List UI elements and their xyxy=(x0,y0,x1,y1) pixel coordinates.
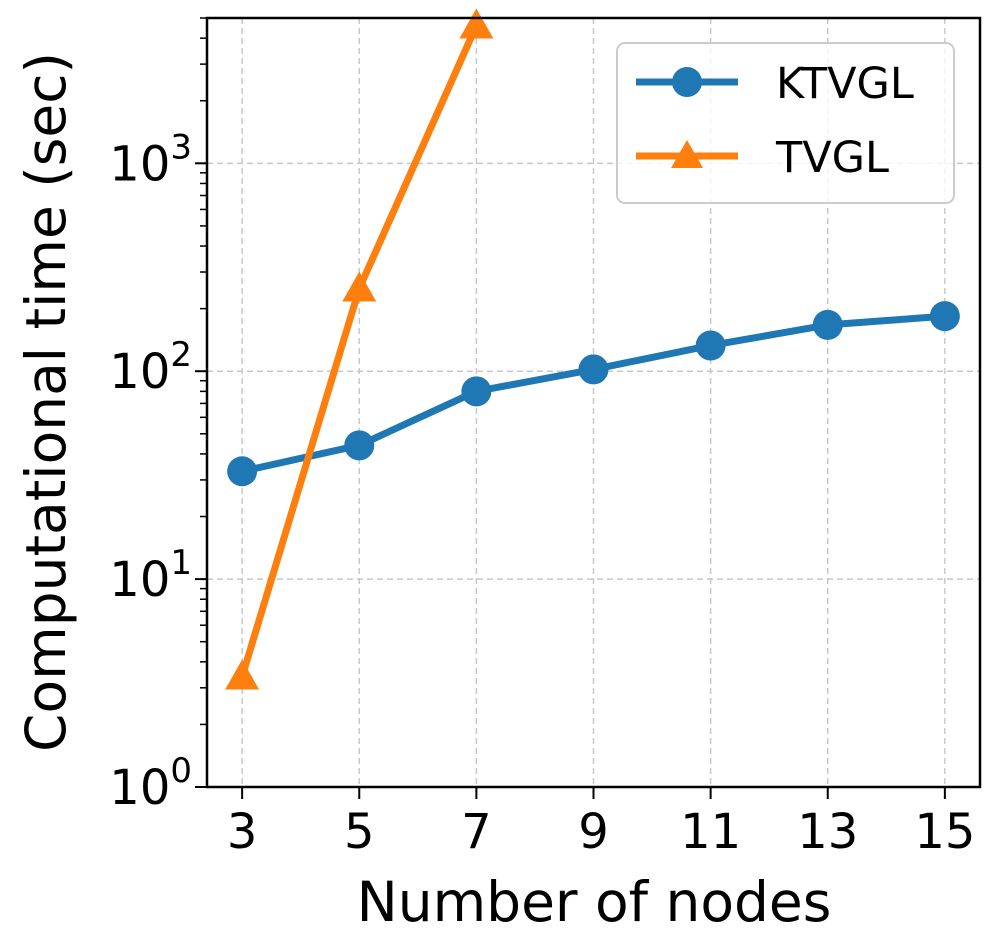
y-tick-label: 103 xyxy=(109,127,192,192)
data-point-ktvgl xyxy=(227,456,258,487)
x-tick-label: 5 xyxy=(344,804,375,860)
x-axis-label: Number of nodes xyxy=(357,870,832,934)
y-axis-label: Computational time (sec) xyxy=(14,52,78,752)
legend-tvgl-label: TVGL xyxy=(775,133,889,183)
y-tick-label: 101 xyxy=(109,543,192,608)
plot-border xyxy=(205,16,982,789)
x-tick-label: 7 xyxy=(461,804,492,860)
data-point-ktvgl xyxy=(578,354,609,385)
data-point-ktvgl xyxy=(695,330,726,361)
data-point-tvgl xyxy=(342,271,377,302)
series-lines xyxy=(225,8,960,690)
x-tick-label: 11 xyxy=(680,804,741,860)
data-point-ktvgl xyxy=(812,309,843,340)
legend: KTVGL TVGL xyxy=(616,42,955,204)
data-point-ktvgl xyxy=(344,430,375,461)
legend-tvgl-marker xyxy=(671,140,703,168)
legend-ktvgl-label: KTVGL xyxy=(776,59,914,109)
x-tick-label: 15 xyxy=(914,804,975,860)
data-point-tvgl xyxy=(225,659,260,690)
y-tick-label: 102 xyxy=(109,335,192,400)
data-point-ktvgl xyxy=(929,301,960,332)
x-tick-label: 13 xyxy=(797,804,858,860)
data-point-tvgl xyxy=(459,8,494,39)
plot-frame xyxy=(195,16,982,799)
x-tick-label: 3 xyxy=(227,804,258,860)
y-tick-label: 100 xyxy=(109,751,192,816)
legend-ktvgl-marker xyxy=(672,67,702,97)
x-tick-label: 9 xyxy=(578,804,609,860)
tick-labels: 3 5 7 9 11 13 15 100 101 102 103 xyxy=(109,127,975,860)
data-point-ktvgl xyxy=(461,376,492,407)
